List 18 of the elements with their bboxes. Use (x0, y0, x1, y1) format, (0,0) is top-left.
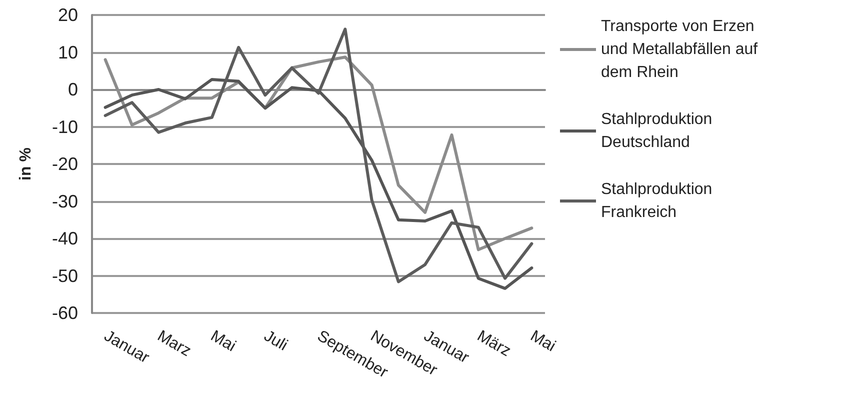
x-tick-label: Juli (260, 328, 290, 354)
y-tick-label: -60 (52, 303, 78, 323)
x-tick-label: Marz (154, 328, 194, 360)
y-tick-label: -50 (52, 266, 78, 286)
y-tick-label: 0 (68, 80, 78, 100)
y-axis-title: in % (18, 148, 34, 180)
legend-label: Transporte von Erzen und Metallabfällen auf dem Rhein (601, 18, 762, 81)
legend-label: Stahlproduktion Frankreich (601, 181, 717, 221)
x-tick-label: Mai (208, 328, 238, 356)
x-tick-label: Mai (527, 328, 558, 356)
y-tick-label: -40 (52, 228, 78, 248)
y-tick-label: 10 (58, 42, 78, 62)
x-tick-label: März (474, 328, 514, 360)
y-tick-label: -20 (52, 154, 78, 174)
legend-label: Stahlproduktion Deutschland (601, 111, 717, 151)
y-tick-label: -30 (52, 191, 78, 212)
y-tick-label: -10 (52, 116, 78, 137)
y-tick-label: 20 (58, 5, 78, 25)
